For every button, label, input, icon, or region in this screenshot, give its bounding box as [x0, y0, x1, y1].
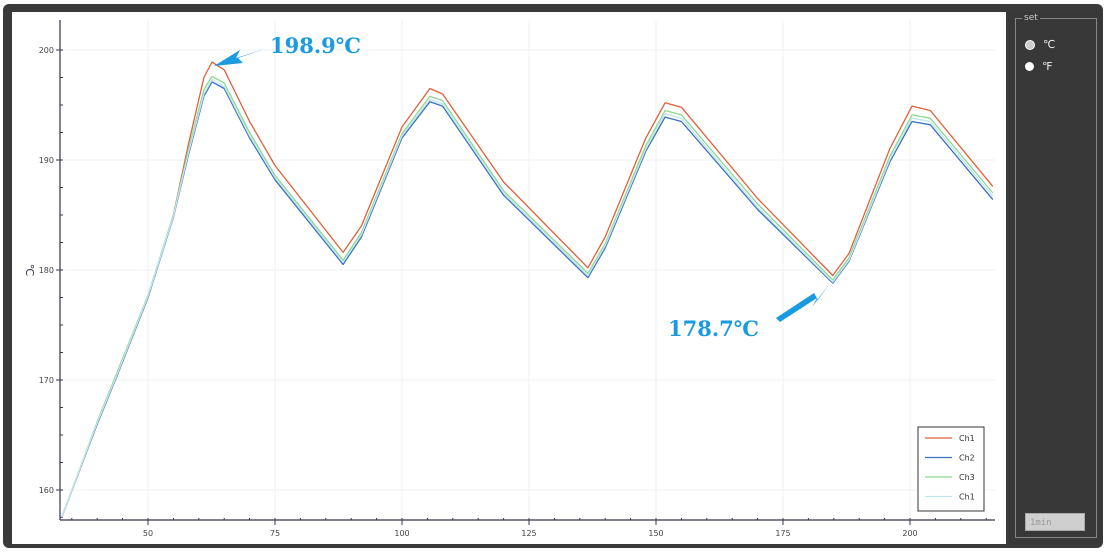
y-tick-label: 170	[39, 376, 54, 385]
annotation-valley: 178.7℃	[668, 316, 759, 341]
series-line-4	[60, 79, 994, 518]
y-axis-label: ℃	[23, 264, 36, 276]
y-tick-label: 180	[39, 266, 54, 275]
series-line-2	[60, 81, 994, 518]
settings-panel	[1008, 12, 1102, 544]
set-group-label: set	[1022, 13, 1040, 23]
legend-label: Ch3	[959, 473, 975, 482]
interval-button[interactable]: 1min	[1025, 513, 1085, 531]
radio-fahrenheit[interactable]: ℉	[1025, 60, 1052, 73]
radio-celsius[interactable]: ℃	[1025, 38, 1055, 51]
y-tick-label: 190	[39, 156, 54, 165]
legend-label: Ch1	[959, 434, 975, 443]
y-tick-label: 160	[39, 486, 54, 495]
x-tick-label: 75	[270, 529, 280, 538]
radio-celsius-label: ℃	[1043, 38, 1056, 51]
x-tick-label: 100	[394, 529, 409, 538]
x-tick-label: 175	[775, 529, 790, 538]
x-tick-label: 125	[521, 529, 536, 538]
legend-label: Ch2	[959, 454, 975, 463]
series-line-1	[60, 61, 994, 518]
radio-selected-icon[interactable]	[1025, 39, 1035, 50]
set-groupbox	[1015, 18, 1097, 538]
arrow-icon	[776, 283, 830, 322]
radio-unselected-icon[interactable]	[1025, 62, 1034, 71]
x-tick-label: 50	[143, 529, 153, 538]
y-tick-label: 200	[39, 46, 54, 55]
series-line-3	[60, 75, 994, 518]
legend-label: Ch1	[959, 493, 975, 502]
x-tick-label: 150	[648, 529, 663, 538]
chart-panel	[12, 12, 1006, 544]
annotation-peak: 198.9℃	[270, 33, 361, 58]
radio-fahrenheit-label: ℉	[1042, 60, 1053, 73]
x-tick-label: 200	[902, 529, 917, 538]
arrow-icon	[214, 48, 268, 66]
